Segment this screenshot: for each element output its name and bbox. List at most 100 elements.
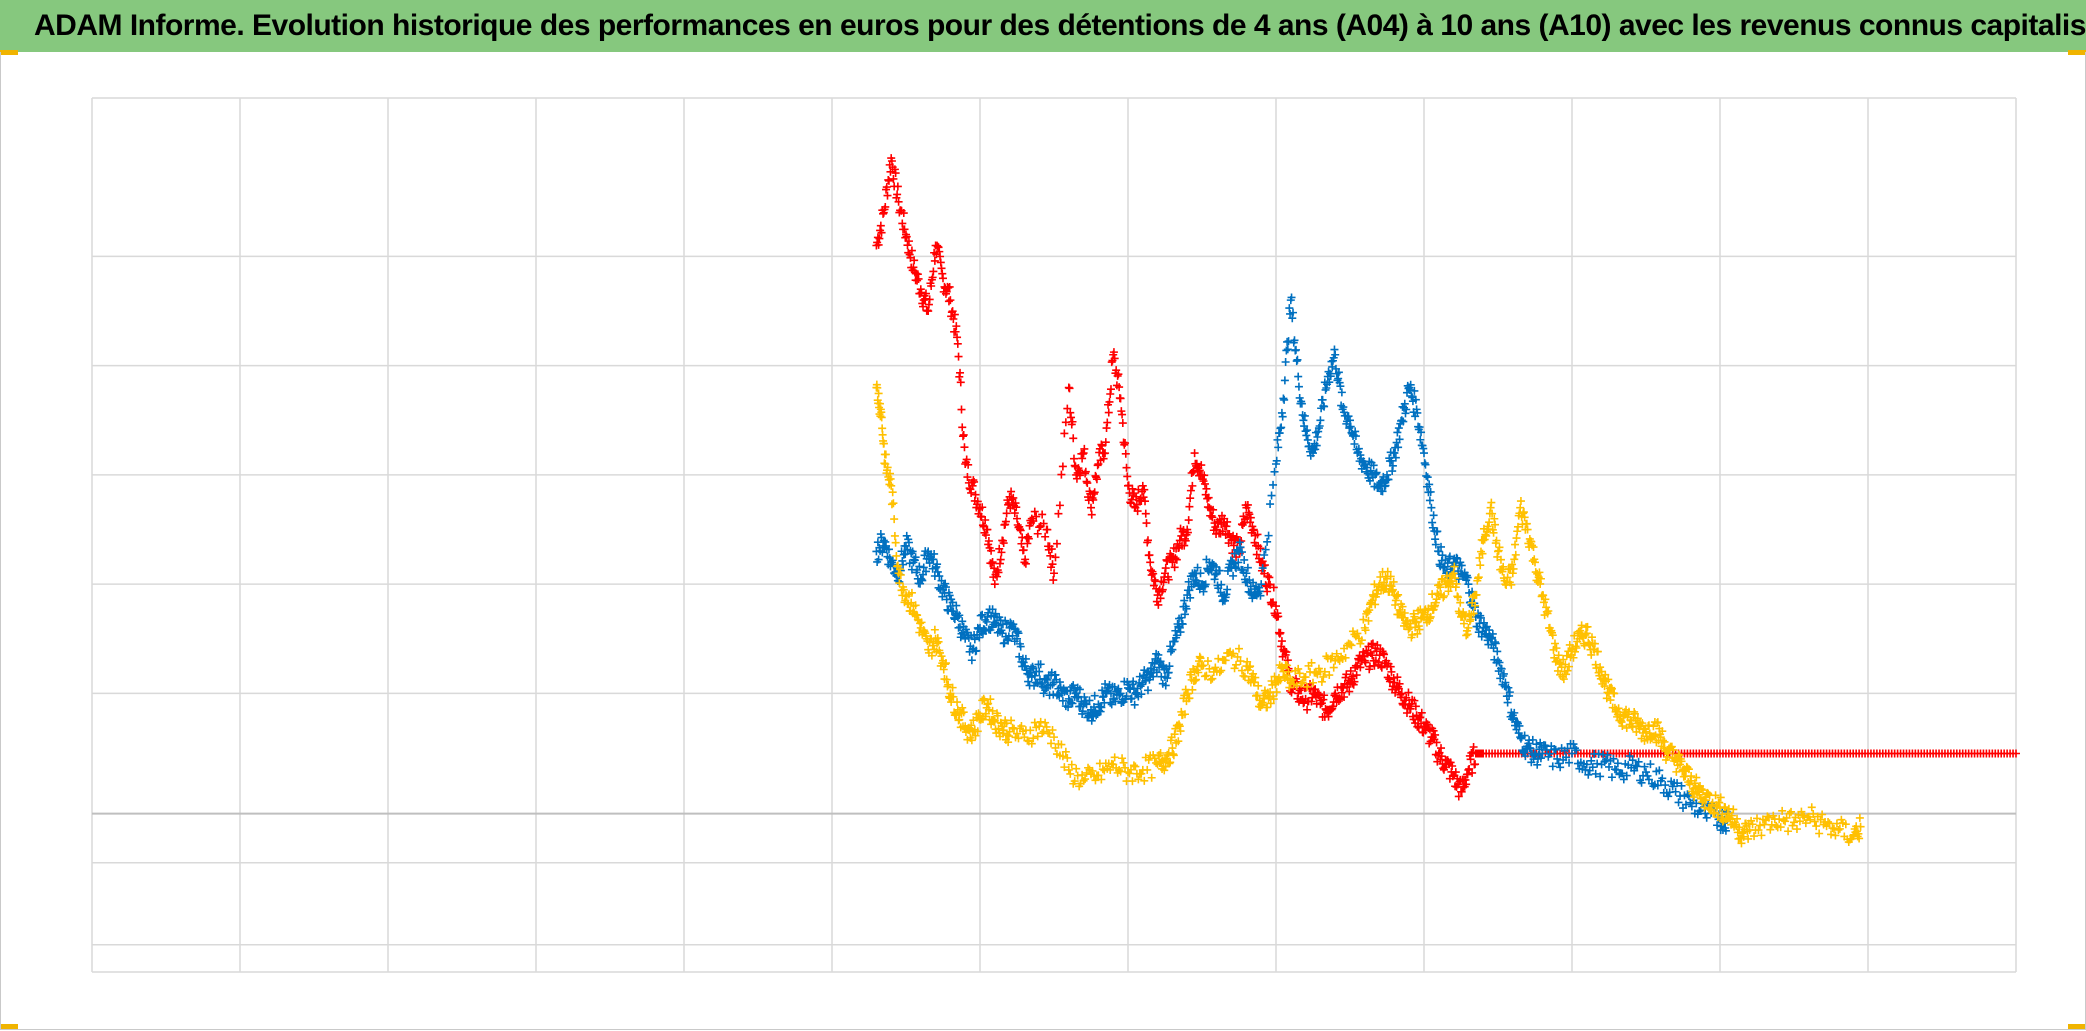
data-point <box>1328 652 1337 661</box>
data-point <box>1427 503 1436 512</box>
data-point <box>1160 766 1169 775</box>
data-point <box>1214 654 1223 663</box>
data-point <box>1021 654 1030 663</box>
data-point <box>1690 793 1699 802</box>
data-point <box>1178 620 1187 629</box>
data-point <box>942 675 951 684</box>
data-point <box>1208 513 1217 522</box>
data-point <box>1203 494 1212 503</box>
data-point <box>1488 509 1497 518</box>
data-point <box>1194 668 1203 677</box>
chart-title: ADAM Informe. Evolution historique des p… <box>34 9 2086 42</box>
data-point <box>1671 787 1680 796</box>
data-point <box>933 567 942 576</box>
data-point <box>1413 408 1422 417</box>
data-point <box>988 706 997 715</box>
data-point <box>1411 395 1420 404</box>
data-point <box>1118 410 1127 419</box>
data-point <box>1568 749 1576 758</box>
data-point <box>1090 488 1099 497</box>
data-point <box>1186 593 1195 602</box>
data-point <box>887 500 896 509</box>
data-point <box>1778 806 1787 815</box>
data-point <box>1834 825 1843 834</box>
data-point <box>1201 580 1210 589</box>
data-point <box>1684 765 1693 774</box>
data-point <box>1536 754 1545 763</box>
data-point <box>1548 762 1557 771</box>
data-point <box>1054 509 1063 518</box>
data-point <box>1445 552 1454 561</box>
data-point <box>1008 631 1017 640</box>
data-point <box>1610 689 1619 698</box>
data-point <box>971 490 980 499</box>
data-point <box>1563 666 1572 675</box>
data-point <box>1406 380 1415 389</box>
data-point <box>1048 560 1057 569</box>
data-point <box>1384 475 1393 484</box>
data-point <box>2012 749 2020 758</box>
data-point <box>1523 525 1532 534</box>
data-point <box>1402 693 1411 702</box>
data-point <box>1110 354 1119 363</box>
data-point <box>1475 553 1484 562</box>
data-point <box>1052 539 1061 548</box>
data-point <box>1581 630 1590 639</box>
data-point <box>1371 600 1380 609</box>
data-point <box>1193 563 1202 572</box>
data-point <box>1700 803 1709 812</box>
data-point <box>1432 738 1441 747</box>
data-point <box>1386 572 1395 581</box>
data-point <box>930 549 939 558</box>
data-point <box>1164 748 1173 757</box>
data-point <box>1469 609 1478 618</box>
data-point <box>1300 411 1309 420</box>
data-point <box>1021 559 1030 568</box>
data-point <box>1312 441 1321 450</box>
data-point <box>874 555 883 564</box>
data-point <box>1468 768 1477 777</box>
data-point <box>1661 781 1670 790</box>
data-point <box>1795 817 1804 826</box>
data-point <box>1036 717 1045 726</box>
data-point <box>1284 337 1293 346</box>
data-point <box>1607 773 1616 782</box>
data-point <box>1269 583 1278 592</box>
data-point <box>1188 481 1197 490</box>
data-point <box>1180 710 1189 719</box>
data-point <box>1282 346 1291 355</box>
data-point <box>1825 819 1834 828</box>
data-point <box>1278 412 1287 421</box>
data-point <box>1143 765 1152 774</box>
data-point <box>1263 537 1272 546</box>
data-point <box>1253 530 1262 539</box>
data-point <box>1434 547 1443 556</box>
data-point <box>914 274 923 283</box>
data-point <box>875 234 884 243</box>
data-point <box>1512 534 1521 543</box>
data-point <box>1394 443 1403 452</box>
data-point <box>1078 770 1087 779</box>
data-point <box>1733 814 1742 823</box>
data-point <box>1807 803 1816 812</box>
data-point <box>1451 768 1460 777</box>
data-point <box>1511 550 1520 559</box>
data-point <box>1516 497 1525 506</box>
data-point <box>1273 435 1282 444</box>
title-bar: ADAM Informe. Evolution historique des p… <box>0 0 2086 52</box>
data-point <box>1176 727 1185 736</box>
data-point <box>1174 737 1183 746</box>
data-point <box>1584 770 1593 779</box>
data-point <box>1325 378 1334 387</box>
data-point <box>1331 350 1340 359</box>
data-point <box>1437 542 1446 551</box>
data-point <box>1815 829 1824 838</box>
data-point <box>1320 691 1329 700</box>
data-point <box>1115 383 1124 392</box>
data-point <box>1115 766 1124 775</box>
data-point <box>1390 678 1399 687</box>
data-point <box>1446 758 1455 767</box>
data-point <box>990 716 999 725</box>
data-point <box>1614 704 1623 713</box>
data-point <box>1471 601 1480 610</box>
